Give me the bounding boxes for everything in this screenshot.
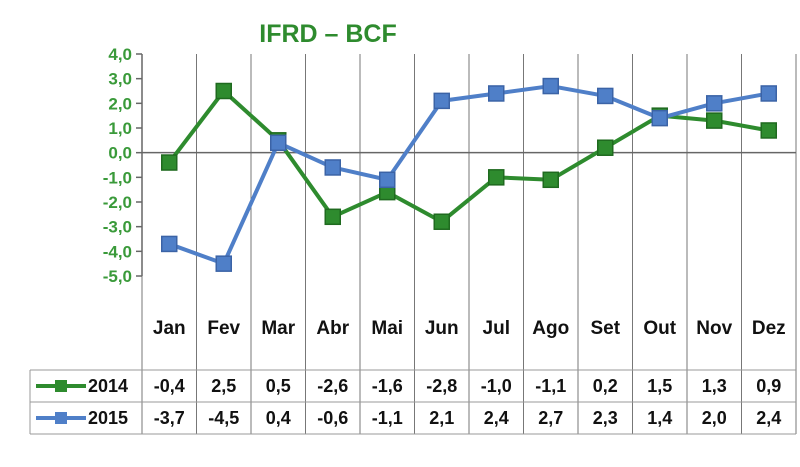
table-cell-2014: -2,6 <box>317 376 348 396</box>
y-tick-label: -3,0 <box>103 218 132 237</box>
table-cell-2015: 2,1 <box>429 408 454 428</box>
y-tick-label: 2,0 <box>108 94 132 113</box>
table-cell-2014: 1,5 <box>647 376 672 396</box>
table-cell-2014: 0,5 <box>266 376 291 396</box>
y-tick-label: 4,0 <box>108 45 132 64</box>
legend-marker-2015 <box>55 412 67 424</box>
y-tick-label: 3,0 <box>108 70 132 89</box>
table-cell-2014: -1,0 <box>481 376 512 396</box>
table-cell-2015: 2,3 <box>593 408 618 428</box>
table-cell-2015: -3,7 <box>154 408 185 428</box>
data-point-2015-Abr <box>324 159 341 176</box>
table-cell-2015: -1,1 <box>372 408 403 428</box>
plot-area <box>161 77 777 272</box>
data-point-2015-Jan <box>161 235 178 253</box>
table-cell-2015: 2,7 <box>538 408 563 428</box>
table-cell-2015: 0,4 <box>266 408 291 428</box>
category-label: Mai <box>371 318 403 339</box>
data-point-2015-Fev <box>215 255 232 272</box>
table-cell-2015: 2,4 <box>484 408 509 428</box>
category-label: Jul <box>483 318 510 339</box>
data-point-2015-Ago <box>542 77 559 95</box>
data-point-2015-Out <box>651 109 668 127</box>
table-cell-2014: 2,5 <box>211 376 236 396</box>
data-point-2014-Set <box>597 139 614 156</box>
category-label: Nov <box>696 318 732 339</box>
data-point-2015-Dez <box>760 85 777 102</box>
table-cell-2014: -0,4 <box>154 376 185 396</box>
data-point-2014-Dez <box>760 122 777 139</box>
legend-label-2014: 2014 <box>88 376 128 396</box>
data-point-2014-Fev <box>215 82 232 100</box>
category-label: Set <box>590 318 620 339</box>
data-point-2015-Nov <box>706 95 723 112</box>
chart-title: IFRD – BCF <box>259 20 397 48</box>
table-cell-2014: -1,6 <box>372 376 403 396</box>
series-line-2015 <box>168 84 770 266</box>
category-label: Mar <box>261 318 295 339</box>
y-tick-label: -2,0 <box>103 193 132 212</box>
table-cell-2015: -0,6 <box>317 408 348 428</box>
data-point-2014-Nov <box>706 112 723 129</box>
category-label: Out <box>643 318 676 339</box>
data-table: Jan Fev Mar Abr Mai Jun Jul Ago Set Out Nov Dez 2014… <box>36 318 786 428</box>
y-tick-label: -4,0 <box>103 242 132 261</box>
data-point-2014-Ago <box>542 171 559 189</box>
legend-marker-2014 <box>55 380 67 392</box>
y-axis: 4,0 3,0 2,0 1,0 0,0 -1,0 -2,0 -3,0 -4,0 -5,0 <box>103 45 796 286</box>
y-tick-label: -5,0 <box>103 267 132 286</box>
data-point-2015-Jul <box>488 85 505 102</box>
data-point-2014-Jan <box>161 154 178 171</box>
data-point-2014-Abr <box>324 208 341 226</box>
data-point-2015-Mai <box>379 171 396 189</box>
data-point-2014-Jun <box>433 213 450 230</box>
table-cell-2014: -1,1 <box>535 376 566 396</box>
category-label: Jan <box>153 318 186 339</box>
category-label: Ago <box>532 318 569 339</box>
y-tick-label: -1,0 <box>103 168 132 187</box>
table-cell-2014: 1,3 <box>702 376 727 396</box>
table-cell-2015: 2,4 <box>756 408 781 428</box>
data-point-2015-Mar <box>270 134 287 152</box>
y-tick-label: 0,0 <box>108 144 132 163</box>
category-label: Jun <box>425 318 459 339</box>
category-label: Dez <box>752 318 786 339</box>
table-cell-2015: 2,0 <box>702 408 727 428</box>
table-cell-2014: -2,8 <box>426 376 457 396</box>
category-label: Abr <box>316 318 349 339</box>
table-cell-2015: -4,5 <box>208 408 239 428</box>
legend-label-2015: 2015 <box>88 408 128 428</box>
table-cell-2015: 1,4 <box>647 408 672 428</box>
y-tick-label: 1,0 <box>108 119 132 138</box>
category-label: Fev <box>207 318 240 339</box>
data-point-2015-Jun <box>433 92 450 110</box>
data-point-2014-Jul <box>488 169 505 186</box>
data-point-2015-Set <box>597 87 614 105</box>
table-cell-2014: 0,2 <box>593 376 618 396</box>
table-cell-2014: 0,9 <box>756 376 781 396</box>
